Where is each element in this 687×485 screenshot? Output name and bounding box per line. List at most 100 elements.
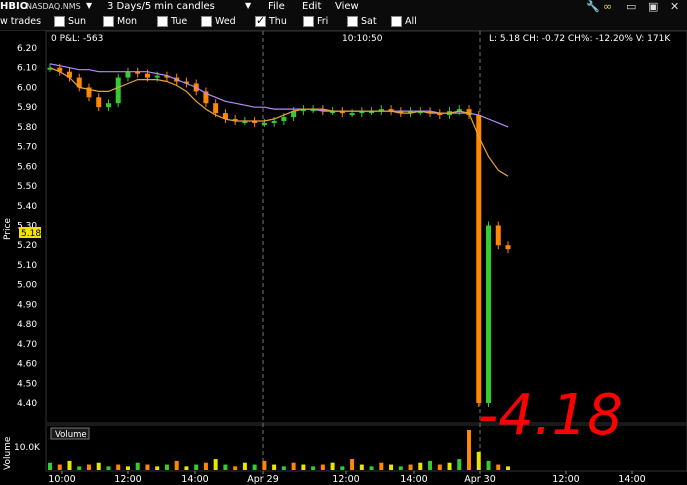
volume-bar	[506, 466, 510, 470]
y-tick-label: 4.80	[17, 320, 37, 330]
volume-bar	[281, 466, 286, 470]
volume-bar	[476, 451, 481, 470]
y-tick-label: 5.70	[17, 143, 37, 153]
candle-body	[339, 111, 345, 114]
y-tick-label: 6.00	[17, 83, 37, 93]
day-checkbox-sat[interactable]	[347, 16, 358, 27]
volume-bar	[184, 466, 189, 470]
y-tick-label: 4.90	[17, 300, 37, 310]
day-label-all: All	[405, 16, 417, 27]
y-tick-label: 5.00	[17, 281, 37, 291]
candle-body	[427, 111, 433, 114]
volume-bar	[311, 466, 316, 470]
candle-body	[398, 111, 404, 114]
x-tick-label: 12:00	[114, 474, 141, 485]
day-label-thu: Thu	[269, 16, 287, 27]
candle-body	[456, 109, 462, 112]
last-price-tag	[19, 227, 41, 238]
candle-body	[252, 120, 258, 123]
volume-axis-title: Volume	[3, 436, 13, 470]
minimize-icon[interactable]: ▭	[626, 0, 637, 13]
volume-bar	[428, 460, 433, 470]
day-checkbox-mon[interactable]	[103, 16, 114, 27]
candle-body	[291, 111, 297, 118]
volume-bar	[194, 464, 199, 470]
exchange-label: NASDAQ.NMS	[26, 2, 81, 11]
volume-bar	[350, 459, 355, 470]
day-checkbox-thu[interactable]	[255, 14, 266, 27]
day-checkbox-wed[interactable]	[201, 16, 212, 27]
y-tick-label: 5.80	[17, 123, 37, 133]
maximize-icon[interactable]: ▣	[648, 0, 659, 13]
close-icon[interactable]: ✕	[670, 0, 680, 13]
candle-body	[369, 111, 375, 114]
volume-bar	[437, 464, 442, 470]
link-icon[interactable]: ∞	[603, 0, 613, 13]
candle-body	[359, 111, 365, 114]
symbol-dropdown-icon[interactable]: ▼	[86, 1, 93, 10]
candle-body	[105, 103, 111, 108]
volume-bar	[86, 464, 91, 470]
candle-body	[408, 111, 414, 114]
volume-tick-label: 10.0K	[14, 443, 41, 453]
moving-average-slow	[49, 63, 509, 128]
day-checkbox-tue[interactable]	[157, 16, 168, 27]
candle-body	[505, 245, 511, 250]
candle-body	[271, 120, 277, 123]
volume-bar	[57, 464, 62, 470]
wrench-icon[interactable]: 🔧	[586, 0, 600, 13]
x-tick-label: 12:00	[332, 474, 359, 485]
y-tick-label: 5.60	[17, 162, 37, 172]
y-tick-label: 4.60	[17, 360, 37, 370]
y-tick-label: 6.20	[17, 44, 37, 54]
volume-bar	[145, 464, 150, 470]
volume-bar	[379, 462, 384, 470]
chart-toolbar: HBIO NASDAQ.NMS ▼ 3 Days/5 min candles ▼…	[0, 0, 687, 15]
volume-bar	[330, 462, 335, 470]
candle-body	[115, 77, 121, 104]
time-readout: 10:10:50	[342, 34, 383, 44]
volume-bar	[398, 466, 403, 470]
day-checkbox-sun[interactable]	[54, 16, 65, 27]
y-tick-label: 4.70	[17, 340, 37, 350]
volume-bar	[174, 460, 179, 470]
day-label-mon: Mon	[117, 16, 138, 27]
volume-bar	[67, 460, 72, 470]
menu-view[interactable]: View	[335, 1, 359, 12]
candle-body	[222, 113, 228, 119]
volume-bar	[457, 459, 462, 470]
volume-bar	[301, 464, 306, 470]
volume-bar	[233, 466, 238, 470]
menu-edit[interactable]: Edit	[302, 1, 322, 12]
symbol-label[interactable]: HBIO	[0, 1, 29, 12]
timeframe-dropdown-icon[interactable]: ▼	[245, 1, 252, 10]
volume-bar	[467, 430, 472, 470]
candle-body	[96, 97, 102, 108]
menu-file[interactable]: File	[268, 1, 285, 12]
volume-bar	[106, 466, 111, 470]
timeframe-selector[interactable]: 3 Days/5 min candles	[107, 1, 215, 12]
volume-bar	[486, 460, 491, 470]
x-tick-label: 12:00	[552, 474, 579, 485]
volume-bar	[125, 466, 130, 470]
volume-bar	[262, 460, 267, 470]
volume-bar	[291, 462, 296, 470]
candle-body	[183, 81, 189, 84]
candle-body	[486, 225, 492, 403]
candle-body	[261, 122, 267, 125]
y-tick-label: 5.30	[17, 222, 37, 232]
candle-body	[349, 113, 355, 116]
x-tick-label: Apr 29	[247, 474, 279, 485]
day-label-sun: Sun	[68, 16, 87, 27]
volume-bar	[496, 464, 501, 470]
volume-panel	[45, 424, 687, 472]
volume-bar	[213, 459, 218, 470]
filter-label: w trades	[0, 16, 42, 27]
volume-bar	[223, 464, 228, 470]
volume-bar	[116, 464, 121, 470]
day-checkbox-all[interactable]	[391, 16, 402, 27]
candle-body	[125, 71, 131, 78]
candle-body	[154, 75, 160, 78]
day-checkbox-fri[interactable]	[303, 16, 314, 27]
